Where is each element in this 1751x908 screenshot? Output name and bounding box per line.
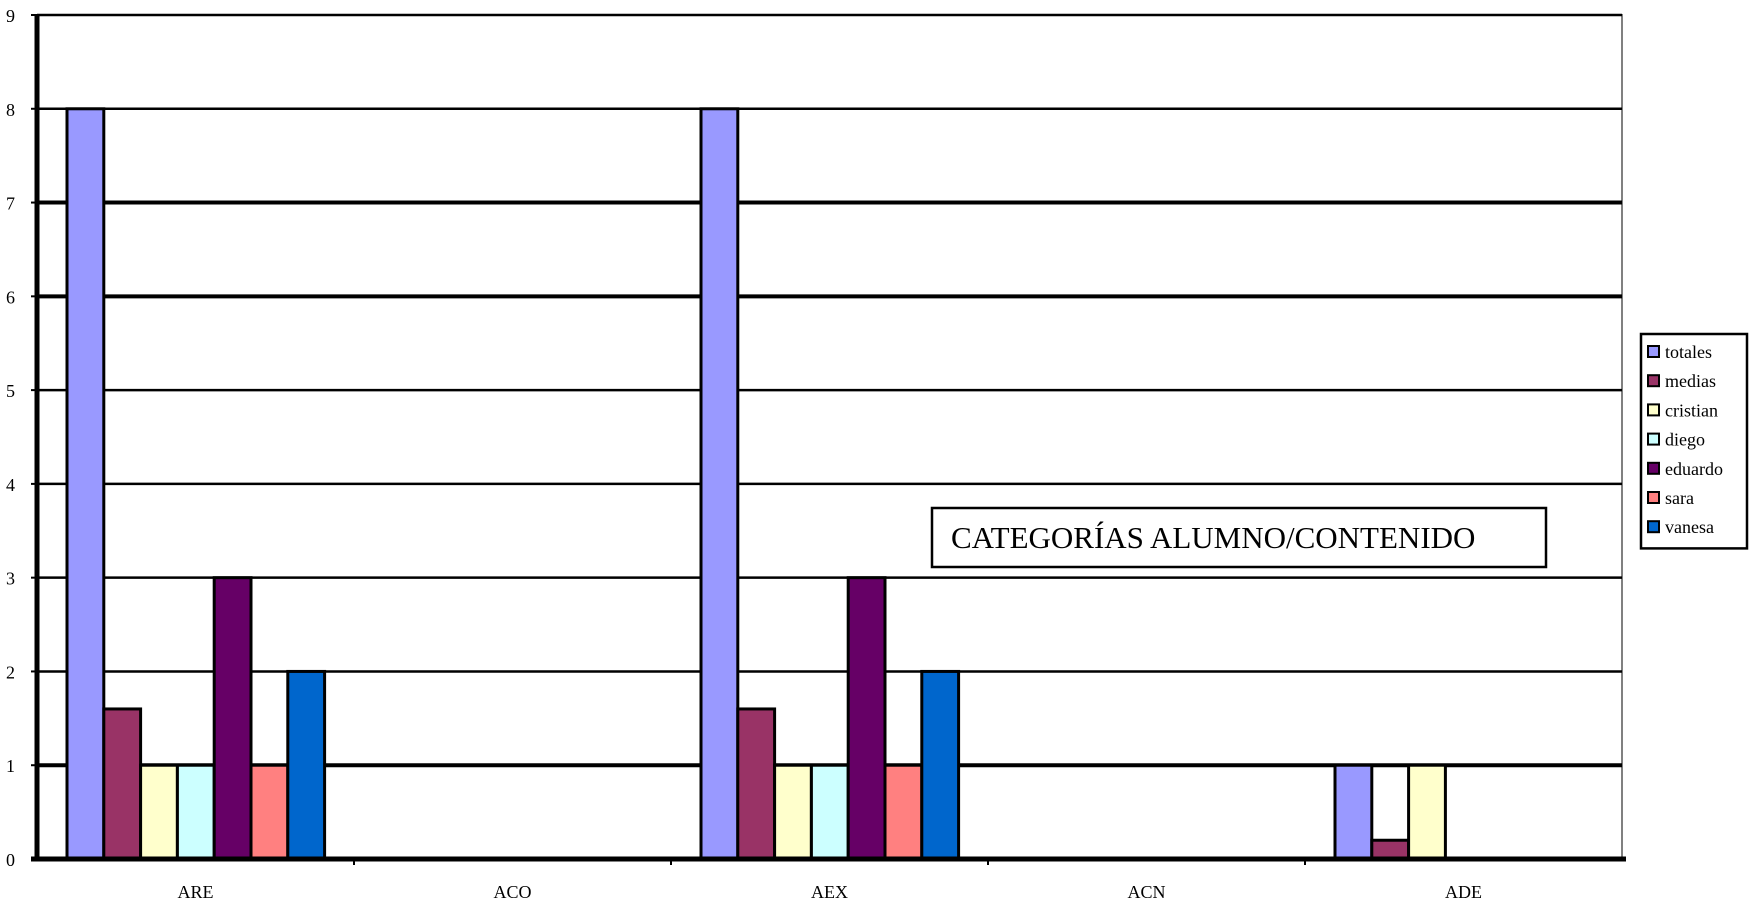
plot-area-frame xyxy=(36,14,1623,860)
legend-label-medias: medias xyxy=(1665,371,1716,391)
legend: totales medias cristian diego eduardo sara van… xyxy=(1639,332,1749,550)
bar-vanesa xyxy=(286,669,327,861)
x-tick-label: AEX xyxy=(811,882,848,902)
legend-swatch-totales xyxy=(1647,345,1660,358)
bar-sara xyxy=(249,763,290,861)
y-tick-label: 4 xyxy=(6,475,15,495)
y-tick-label: 5 xyxy=(6,381,15,401)
legend-label-cristian: cristian xyxy=(1665,400,1718,420)
legend-swatch-sara xyxy=(1647,491,1660,504)
x-tick-label: ACO xyxy=(493,882,531,902)
bar-diego xyxy=(175,763,216,861)
legend-swatch-eduardo xyxy=(1647,461,1660,475)
bar-vanesa xyxy=(920,669,961,861)
bar-totales xyxy=(699,107,740,861)
bar-eduardo xyxy=(212,576,253,861)
legend-label-sara: sara xyxy=(1665,488,1694,508)
y-tick-labels: 0 1 2 3 4 5 6 7 8 9 xyxy=(6,6,15,870)
bar-cristian xyxy=(773,763,813,861)
chart-title-box: CATEGORÍAS ALUMNO/CONTENIDO xyxy=(930,506,1548,569)
legend-swatch-cristian xyxy=(1647,403,1660,417)
bar-medias xyxy=(736,707,777,861)
legend-swatch-vanesa xyxy=(1647,520,1660,534)
y-tick-label: 2 xyxy=(6,662,15,682)
title-frame xyxy=(930,506,1548,569)
x-tick-label: ACN xyxy=(1127,882,1165,902)
legend-label-eduardo: eduardo xyxy=(1665,459,1723,479)
bar-medias xyxy=(102,707,143,861)
x-tick-label: ARE xyxy=(178,882,214,902)
gridlines xyxy=(36,13,1623,860)
y-tick-label: 7 xyxy=(6,194,15,214)
bar-diego xyxy=(809,763,850,861)
bar-sara xyxy=(883,763,924,861)
legend-swatch-medias xyxy=(1647,374,1660,388)
y-tick-label: 3 xyxy=(6,569,15,589)
x-tick-label: ADE xyxy=(1445,882,1482,902)
bar-medias xyxy=(1370,838,1411,861)
bar-cristian xyxy=(139,763,179,861)
legend-label-diego: diego xyxy=(1665,430,1705,450)
bar-totales xyxy=(1333,763,1374,861)
y-tick-label: 9 xyxy=(6,6,15,26)
legend-swatch-diego xyxy=(1647,432,1660,446)
x-tick-labels: ARE ACO AEX ACN ADE xyxy=(178,882,1483,902)
y-tick-label: 1 xyxy=(6,756,15,776)
legend-label-vanesa: vanesa xyxy=(1665,517,1714,537)
bar-totales xyxy=(65,107,106,861)
bar-eduardo xyxy=(846,576,887,861)
legend-label-totales: totales xyxy=(1665,342,1712,362)
y-tick-label: 0 xyxy=(6,850,15,870)
y-tick-label: 8 xyxy=(6,100,15,120)
chart-title: CATEGORÍAS ALUMNO/CONTENIDO xyxy=(951,520,1475,555)
bars xyxy=(65,107,1447,861)
axes xyxy=(31,14,1626,865)
bar-cristian xyxy=(1407,763,1447,861)
y-tick-label: 6 xyxy=(6,287,15,307)
